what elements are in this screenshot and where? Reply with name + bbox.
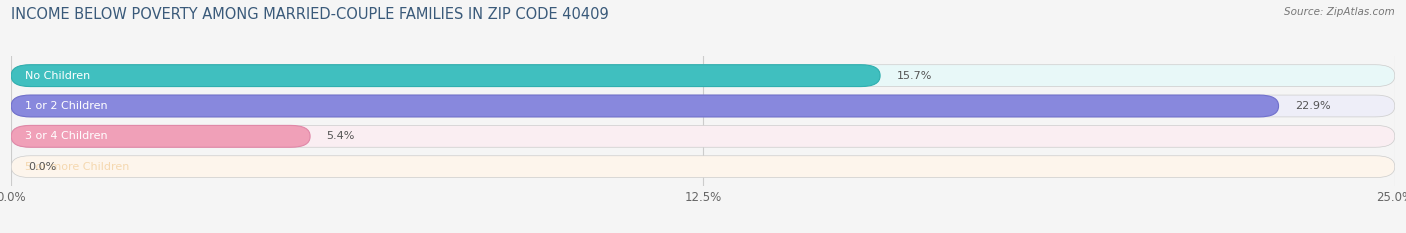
Text: 15.7%: 15.7% (897, 71, 932, 81)
Text: 3 or 4 Children: 3 or 4 Children (25, 131, 108, 141)
FancyBboxPatch shape (11, 65, 880, 87)
FancyBboxPatch shape (11, 125, 311, 147)
Text: INCOME BELOW POVERTY AMONG MARRIED-COUPLE FAMILIES IN ZIP CODE 40409: INCOME BELOW POVERTY AMONG MARRIED-COUPL… (11, 7, 609, 22)
Text: No Children: No Children (25, 71, 90, 81)
FancyBboxPatch shape (11, 156, 1395, 178)
FancyBboxPatch shape (11, 65, 1395, 87)
Text: Source: ZipAtlas.com: Source: ZipAtlas.com (1284, 7, 1395, 17)
FancyBboxPatch shape (11, 95, 1278, 117)
Text: 5 or more Children: 5 or more Children (25, 162, 129, 172)
FancyBboxPatch shape (11, 125, 1395, 147)
FancyBboxPatch shape (11, 95, 1395, 117)
Text: 5.4%: 5.4% (326, 131, 356, 141)
Text: 0.0%: 0.0% (28, 162, 56, 172)
Text: 1 or 2 Children: 1 or 2 Children (25, 101, 108, 111)
Text: 22.9%: 22.9% (1295, 101, 1330, 111)
